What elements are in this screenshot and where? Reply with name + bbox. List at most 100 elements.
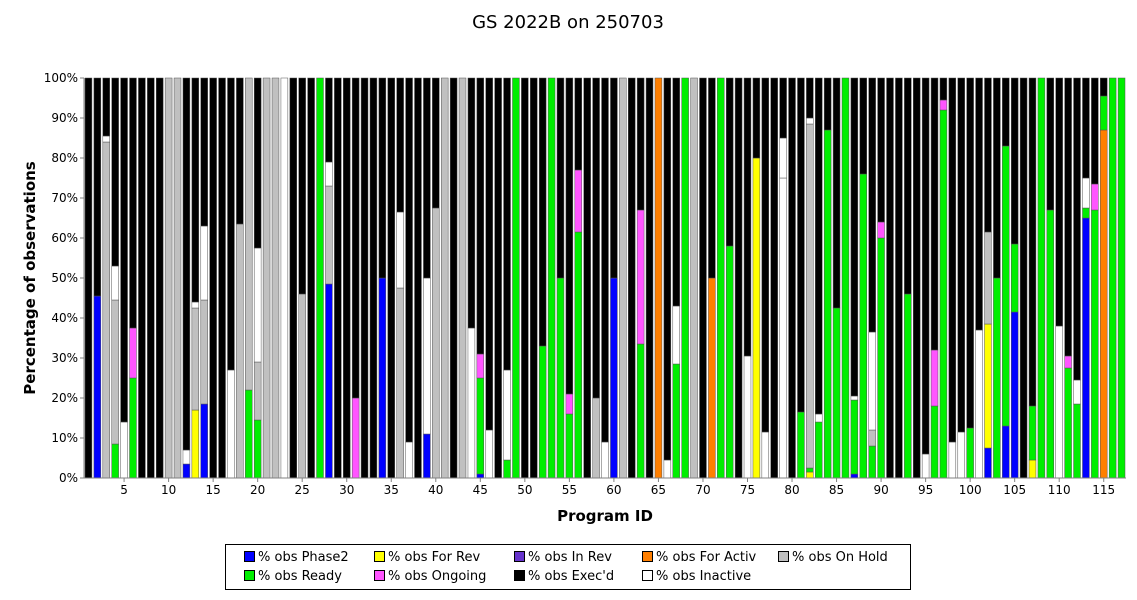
bar-segment-ready (129, 377, 137, 479)
bar-segment-exec-d (823, 77, 832, 131)
bar-segment-on-hold (432, 207, 440, 479)
bar-segment-ready (512, 77, 520, 479)
bar-segment-exec-d (1046, 77, 1055, 211)
bar-segment-exec-d (886, 77, 894, 479)
y-tick-label: 10% (51, 431, 78, 445)
bar-segment-ready (841, 77, 850, 479)
bar-segment-inactive (182, 449, 191, 465)
bar-segment-exec-d (1010, 77, 1019, 245)
bar-segment-on-hold (806, 123, 814, 469)
bar-segment-ready (1010, 243, 1019, 313)
bar-segment-inactive (601, 441, 609, 479)
bar-segment-exec-d (832, 77, 841, 309)
bar-segment-ready (877, 237, 885, 479)
bar-segment-exec-d (191, 77, 200, 303)
bar-segment-exec-d (672, 77, 680, 307)
x-tick-label: 80 (784, 483, 799, 497)
bar-segment-ready (1117, 77, 1126, 479)
bar-segment-exec-d (574, 77, 582, 171)
bar-segment-exec-d (984, 77, 992, 233)
bar-segment-exec-d (253, 77, 262, 249)
bar-segment-for-activ (654, 77, 663, 479)
bar-segment-exec-d (360, 77, 369, 479)
bar-segment-on-hold (984, 231, 992, 325)
bar-segment-phase2 (423, 433, 431, 479)
bar-segment-inactive (485, 429, 493, 479)
bar-segment-on-hold (236, 223, 244, 479)
bar-segment-exec-d (538, 77, 547, 347)
bar-segment-inactive (467, 327, 476, 479)
bar-segment-exec-d (868, 77, 876, 333)
x-tick-label: 115 (1092, 483, 1115, 497)
x-axis-label: Program ID (557, 507, 653, 525)
bar-segment-for-rev (191, 409, 200, 479)
bar-segment-ready (565, 413, 574, 479)
bar-segment-exec-d (556, 77, 565, 279)
bar-segment-phase2 (1082, 217, 1090, 479)
bar-segment-exec-d (913, 77, 921, 479)
bar-segment-exec-d (1091, 77, 1099, 185)
bar-segment-exec-d (200, 77, 208, 227)
bar-segment-exec-d (583, 77, 591, 479)
bar-segment-exec-d (779, 77, 787, 139)
bar-segment-ready (316, 77, 324, 479)
bar-segment-inactive (200, 225, 208, 301)
bar-segment-exec-d (503, 77, 511, 371)
bar-segment-on-hold (271, 77, 280, 479)
bar-segment-exec-d (387, 77, 395, 479)
bar-segment-ongoing (129, 327, 137, 379)
bar-segment-inactive (1055, 325, 1063, 479)
bar-segment-exec-d (743, 77, 752, 357)
bar-segment-phase2 (984, 447, 992, 479)
bar-segment-exec-d (1100, 77, 1108, 97)
bar-segment-inactive (396, 211, 404, 289)
chart-title: GS 2022B on 250703 (472, 12, 664, 33)
bar-segment-inactive (663, 459, 672, 479)
bar-segment-phase2 (1010, 311, 1019, 479)
bar-segment-ready (1100, 95, 1108, 131)
bar-segment-exec-d (209, 77, 217, 479)
bar-segment-ongoing (574, 169, 582, 233)
bar-segment-exec-d (592, 77, 600, 399)
bar-segment-exec-d (93, 77, 102, 297)
bar-segment-on-hold (111, 299, 119, 445)
bar-segment-inactive (280, 77, 289, 479)
bar-segment-ready (725, 245, 734, 479)
bar-segment-phase2 (850, 473, 859, 479)
bar-segment-ready (1028, 405, 1037, 461)
x-tick-label: 100 (959, 483, 982, 497)
x-tick-label: 15 (205, 483, 220, 497)
x-tick-label: 20 (250, 483, 265, 497)
y-tick-label: 90% (51, 111, 78, 125)
bar-segment-inactive (191, 301, 200, 309)
legend-swatch (374, 551, 385, 562)
bar-segment-inactive (948, 441, 957, 479)
legend-item: % obs On Hold (778, 551, 888, 565)
bar-segment-exec-d (227, 77, 235, 371)
bar-segment-ready (672, 363, 680, 479)
chart-legend: % obs Phase2 % obs For Rev % obs In Rev % o… (225, 544, 911, 590)
legend-label: % obs Inactive (656, 569, 752, 584)
legend-item: % obs In Rev (514, 551, 612, 565)
bar-segment-exec-d (1019, 77, 1028, 479)
bar-segment-ready (993, 277, 1001, 479)
bar-segment-exec-d (850, 77, 859, 397)
x-tick-label: 10 (161, 483, 176, 497)
bar-segment-inactive (743, 355, 752, 479)
legend-swatch (642, 551, 653, 562)
bar-segment-on-hold (173, 77, 182, 479)
bar-segment-exec-d (966, 77, 974, 429)
x-tick-label: 60 (606, 483, 621, 497)
legend-item: % obs Ongoing (374, 570, 486, 584)
y-tick-label: 50% (51, 271, 78, 285)
bar-segment-on-hold (191, 307, 200, 411)
x-tick-label: 85 (829, 483, 844, 497)
bar-segment-ready (636, 343, 645, 479)
bar-segment-ready (1064, 367, 1072, 479)
bar-segment-ongoing (1091, 183, 1099, 211)
bar-segment-inactive (672, 305, 680, 365)
x-tick-label: 40 (428, 483, 443, 497)
bar-segment-exec-d (930, 77, 939, 351)
bar-segment-ready (850, 399, 859, 475)
bar-segment-exec-d (1028, 77, 1037, 407)
